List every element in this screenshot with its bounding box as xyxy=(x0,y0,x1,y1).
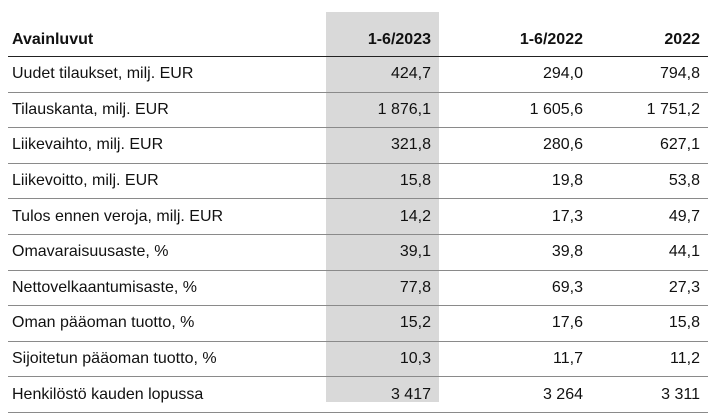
cell-value: 39,8 xyxy=(439,234,591,271)
cell-value: 424,7 xyxy=(326,56,439,93)
cell-value: 10,3 xyxy=(326,341,439,378)
cell-value: 294,0 xyxy=(439,56,591,93)
row-label: Tilauskanta, milj. EUR xyxy=(8,92,326,129)
row-label: Oman pääoman tuotto, % xyxy=(8,305,326,342)
cell-value: 15,2 xyxy=(326,305,439,342)
cell-value: 15,8 xyxy=(326,163,439,200)
row-label: Liikevoitto, milj. EUR xyxy=(8,163,326,200)
cell-value: 44,1 xyxy=(591,234,708,271)
cell-value: 39,1 xyxy=(326,234,439,271)
cell-value: 17,3 xyxy=(439,198,591,235)
cell-value: 11,7 xyxy=(439,341,591,378)
row-label: Omavaraisuusaste, % xyxy=(8,234,326,271)
cell-value: 1 876,1 xyxy=(326,92,439,129)
table-row: Liikevaihto, milj. EUR 321,8 280,6 627,1 xyxy=(8,127,708,164)
cell-value: 627,1 xyxy=(591,127,708,164)
table-row: Henkilöstö kauden lopussa 3 417 3 264 3 … xyxy=(8,376,708,413)
row-label: Uudet tilaukset, milj. EUR xyxy=(8,56,326,93)
row-label: Nettovelkaantumisaste, % xyxy=(8,270,326,307)
header-key-figures: Avainluvut xyxy=(8,24,326,57)
row-label: Sijoitetun pääoman tuotto, % xyxy=(8,341,326,378)
header-2022: 2022 xyxy=(591,24,708,57)
row-label: Tulos ennen veroja, milj. EUR xyxy=(8,198,326,235)
key-figures-table: Avainluvut 1-6/2023 1-6/2022 2022 Uudet … xyxy=(8,24,708,413)
cell-value: 280,6 xyxy=(439,127,591,164)
table-row: Liikevoitto, milj. EUR 15,8 19,8 53,8 xyxy=(8,163,708,200)
row-label: Liikevaihto, milj. EUR xyxy=(8,127,326,164)
cell-value: 49,7 xyxy=(591,198,708,235)
cell-value: 321,8 xyxy=(326,127,439,164)
cell-value: 14,2 xyxy=(326,198,439,235)
cell-value: 3 264 xyxy=(439,376,591,413)
cell-value: 19,8 xyxy=(439,163,591,200)
table-row: Tulos ennen veroja, milj. EUR 14,2 17,3 … xyxy=(8,198,708,235)
row-label: Henkilöstö kauden lopussa xyxy=(8,376,326,413)
header-h1-2022: 1-6/2022 xyxy=(439,24,591,57)
cell-value: 69,3 xyxy=(439,270,591,307)
table-row: Omavaraisuusaste, % 39,1 39,8 44,1 xyxy=(8,234,708,271)
cell-value: 77,8 xyxy=(326,270,439,307)
cell-value: 3 417 xyxy=(326,376,439,413)
table-row: Nettovelkaantumisaste, % 77,8 69,3 27,3 xyxy=(8,270,708,307)
cell-value: 794,8 xyxy=(591,56,708,93)
table-header-row: Avainluvut 1-6/2023 1-6/2022 2022 xyxy=(8,24,708,57)
cell-value: 1 751,2 xyxy=(591,92,708,129)
cell-value: 11,2 xyxy=(591,341,708,378)
cell-value: 1 605,6 xyxy=(439,92,591,129)
cell-value: 3 311 xyxy=(591,376,708,413)
table-row: Sijoitetun pääoman tuotto, % 10,3 11,7 1… xyxy=(8,341,708,378)
cell-value: 27,3 xyxy=(591,270,708,307)
table-row: Oman pääoman tuotto, % 15,2 17,6 15,8 xyxy=(8,305,708,342)
table-row: Uudet tilaukset, milj. EUR 424,7 294,0 7… xyxy=(8,56,708,93)
table-row: Tilauskanta, milj. EUR 1 876,1 1 605,6 1… xyxy=(8,92,708,129)
cell-value: 17,6 xyxy=(439,305,591,342)
cell-value: 15,8 xyxy=(591,305,708,342)
header-h1-2023: 1-6/2023 xyxy=(326,24,439,57)
cell-value: 53,8 xyxy=(591,163,708,200)
